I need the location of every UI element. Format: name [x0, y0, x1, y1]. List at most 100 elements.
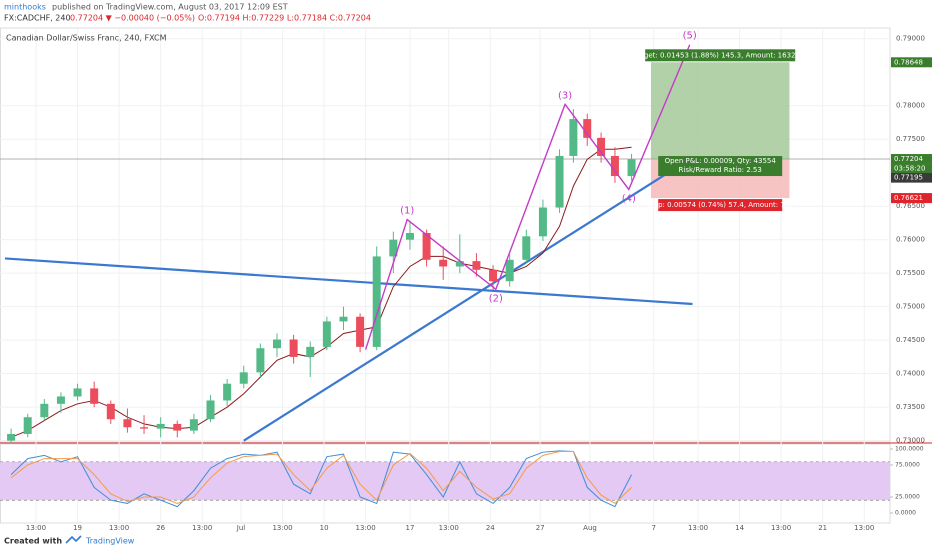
- candle-body: [206, 400, 215, 420]
- x-tick-label: 13:00: [439, 524, 459, 532]
- candle-body: [627, 159, 636, 177]
- y-tick-label: 0.78000: [896, 102, 925, 110]
- candle-body: [106, 403, 115, 420]
- ohlc: O:0.77194 H:0.77229 L:0.77184 C:0.77204: [198, 14, 371, 23]
- target-zone: [650, 62, 790, 160]
- price-marker-label: 0.77195: [894, 174, 923, 182]
- chart-title: Canadian Dollar/Swiss Franc, 240, FXCM: [6, 34, 167, 43]
- candle-body: [256, 348, 265, 373]
- candle-body: [189, 419, 198, 431]
- x-tick-label: 24: [486, 524, 495, 532]
- candle-body: [538, 207, 547, 237]
- published: published on TradingView.com, August 03,…: [52, 3, 288, 12]
- author: minthooks: [4, 3, 46, 12]
- change: 0.77204 ▼ −0.00040 (−0.05%): [70, 14, 195, 23]
- x-tick-label: 13:00: [272, 524, 292, 532]
- candle-body: [7, 433, 16, 441]
- y-tick-label: 0.76000: [896, 236, 925, 244]
- indicator-line: [10, 146, 632, 438]
- price-marker-label: 0.77204: [894, 155, 923, 163]
- y-tick-label: 0.75000: [896, 303, 925, 311]
- wave-label: (3): [558, 90, 572, 101]
- candle-body: [555, 155, 564, 208]
- pnl-bg: [658, 156, 783, 177]
- stoch-band: [0, 461, 890, 501]
- x-tick-label: 19: [73, 524, 82, 532]
- position-label: Target: 0.01453 (1.88%) 145.3, Amount: 1…: [633, 51, 807, 59]
- brand-icon: [65, 535, 82, 544]
- price-marker-label: 0.78648: [894, 58, 923, 66]
- candle-body: [597, 137, 606, 156]
- wave-label: (1): [400, 206, 414, 217]
- x-tick-label: 27: [536, 524, 545, 532]
- position-label-bg: [658, 199, 783, 212]
- candle-body: [23, 417, 32, 434]
- x-tick-label: 13:00: [771, 524, 791, 532]
- position-label: Stop: 0.00574 (0.74%) 57.4, Amount: 750: [647, 201, 794, 209]
- candle-body: [306, 346, 315, 357]
- x-tick-label: 13:00: [109, 524, 129, 532]
- y-tick-label: 0.73500: [896, 403, 925, 411]
- countdown-bg: [891, 164, 932, 174]
- candle-body: [272, 339, 281, 349]
- candle-body: [156, 423, 165, 429]
- y-tick-label: 0.77500: [896, 135, 925, 143]
- wave-label: (5): [683, 31, 697, 42]
- x-tick-label: Aug: [583, 524, 597, 532]
- position-label-bg: [645, 49, 796, 62]
- x-tick-label: 17: [405, 524, 414, 532]
- candle-body: [339, 316, 348, 322]
- price-marker: [891, 193, 932, 204]
- wave-label: (4): [622, 193, 636, 204]
- x-tick-label: 13:00: [192, 524, 212, 532]
- y-tick-label: 0.79000: [896, 35, 925, 43]
- x-tick-label: 7: [651, 524, 655, 532]
- candle-body: [422, 232, 431, 260]
- y-tick-label: 0.74500: [896, 336, 925, 344]
- stoch-tick-label: 100.0000: [895, 445, 924, 452]
- y-tick-label: 0.75500: [896, 269, 925, 277]
- candle-body: [140, 427, 149, 429]
- candle-body: [356, 316, 365, 347]
- trend-line: [4, 257, 693, 306]
- x-tick-label: 13:00: [688, 524, 708, 532]
- x-tick-label: Jul: [236, 524, 246, 532]
- candle-body: [239, 372, 248, 384]
- symbol: FX:CADCHF, 240: [4, 14, 71, 23]
- y-tick-label: 0.74000: [896, 370, 925, 378]
- y-tick-label: 0.73000: [896, 437, 925, 445]
- x-tick-label: 13:00: [26, 524, 46, 532]
- position-label: Open P&L: 0.00009, Qty: 43554: [665, 157, 777, 165]
- candle-body: [405, 232, 414, 240]
- candle-body: [56, 396, 65, 404]
- plot-frame: [0, 27, 891, 443]
- x-tick-label: 21: [818, 524, 827, 532]
- candle-body: [90, 388, 99, 404]
- candle-body: [372, 256, 381, 347]
- stoch-tick-label: 25.0000: [895, 494, 920, 501]
- candle-body: [173, 423, 182, 431]
- stoch-tick-label: 0.0000: [895, 510, 916, 517]
- position-label: Risk/Reward Ratio: 2.53: [679, 166, 762, 174]
- candle-body: [223, 383, 232, 401]
- candle-body: [289, 339, 298, 357]
- x-tick-label: 13:00: [854, 524, 874, 532]
- stoch-line: [10, 451, 632, 505]
- candle-body: [455, 261, 464, 267]
- x-tick-label: 14: [735, 524, 744, 532]
- stoch-tick-label: 75.0000: [895, 461, 920, 468]
- price-marker-label: 0.76621: [894, 194, 923, 202]
- price-marker: [891, 57, 932, 68]
- candle-body: [583, 119, 592, 138]
- candle-body: [489, 269, 498, 282]
- y-tick-label: 0.76500: [896, 202, 925, 210]
- candle-body: [569, 119, 578, 156]
- footer-brand: TradingView: [85, 537, 135, 546]
- x-tick-label: 10: [320, 524, 329, 532]
- candle-body: [322, 321, 331, 347]
- wave-label: (2): [489, 293, 503, 304]
- candle-body: [439, 259, 448, 267]
- candle-body: [610, 155, 619, 177]
- candle-body: [123, 419, 132, 428]
